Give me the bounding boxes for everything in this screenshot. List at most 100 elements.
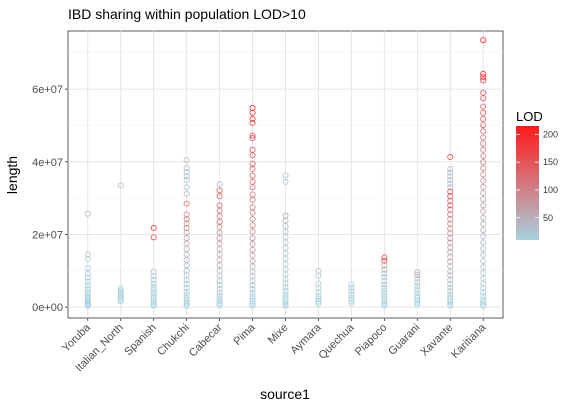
- data-point: [381, 291, 388, 298]
- data-point: [84, 270, 91, 277]
- data-point: [183, 200, 190, 207]
- data-point: [381, 262, 388, 269]
- data-point: [480, 220, 487, 227]
- data-point: [84, 285, 91, 292]
- data-point: [216, 187, 223, 194]
- data-point: [447, 299, 454, 306]
- data-point: [282, 288, 289, 295]
- data-point: [117, 182, 124, 189]
- data-point: [183, 299, 190, 306]
- data-point: [480, 177, 487, 184]
- x-tick-label: Spanish: [122, 322, 159, 359]
- data-point: [249, 216, 256, 223]
- data-point: [348, 281, 355, 288]
- data-point: [150, 283, 157, 290]
- data-point: [216, 193, 223, 200]
- data-point: [249, 160, 256, 167]
- data-point: [447, 280, 454, 287]
- data-point: [447, 220, 454, 227]
- data-point: [480, 289, 487, 296]
- data-point: [249, 146, 256, 153]
- data-point: [414, 279, 421, 286]
- data-point: [315, 267, 322, 274]
- data-point: [315, 285, 322, 292]
- data-point: [447, 202, 454, 209]
- data-point: [315, 296, 322, 303]
- data-point: [84, 292, 91, 299]
- data-point: [447, 188, 454, 195]
- data-point: [249, 235, 256, 242]
- data-point: [480, 122, 487, 129]
- y-axis: 0e+00 2e+07 4e+07 6e+07: [32, 84, 68, 314]
- y-tick-label: 0e+00: [32, 302, 63, 314]
- data-point: [282, 276, 289, 283]
- data-point: [282, 212, 289, 219]
- data-point: [216, 295, 223, 302]
- data-point: [480, 227, 487, 234]
- data-point: [216, 292, 223, 299]
- data-point: [414, 269, 421, 276]
- data-point: [447, 302, 454, 309]
- data-point: [447, 276, 454, 283]
- data-point: [447, 263, 454, 270]
- data-point: [480, 146, 487, 153]
- grid-layer: [68, 31, 503, 318]
- x-tick-label: Chukchi: [155, 322, 192, 359]
- data-point: [249, 286, 256, 293]
- data-point: [348, 291, 355, 298]
- data-point: [315, 280, 322, 287]
- data-point: [414, 283, 421, 290]
- data-point: [249, 300, 256, 307]
- data-point: [447, 166, 454, 173]
- data-point: [447, 272, 454, 279]
- data-point: [480, 165, 487, 172]
- data-point: [249, 289, 256, 296]
- data-point: [150, 224, 157, 231]
- data-point: [447, 206, 454, 213]
- data-point: [282, 280, 289, 287]
- data-point: [348, 295, 355, 302]
- data-point: [447, 169, 454, 176]
- data-point: [183, 295, 190, 302]
- data-point: [117, 291, 124, 298]
- data-point: [447, 284, 454, 291]
- data-point: [183, 156, 190, 163]
- data-point: [381, 266, 388, 273]
- data-point: [315, 300, 322, 307]
- data-point: [447, 154, 454, 161]
- data-point: [249, 252, 256, 259]
- data-point: [150, 299, 157, 306]
- data-point: [447, 268, 454, 275]
- data-point: [315, 293, 322, 300]
- data-point: [381, 302, 388, 309]
- data-point: [414, 286, 421, 293]
- data-point: [480, 269, 487, 276]
- data-point: [282, 302, 289, 309]
- data-point: [480, 171, 487, 178]
- data-point: [480, 109, 487, 116]
- data-point: [216, 218, 223, 225]
- x-tick-label: Pima: [231, 321, 258, 348]
- data-point: [150, 273, 157, 280]
- data-point: [480, 245, 487, 252]
- data-point: [480, 285, 487, 292]
- data-point: [249, 178, 256, 185]
- data-point: [480, 233, 487, 240]
- data-point: [249, 115, 256, 122]
- data-point: [480, 70, 487, 77]
- data-point: [480, 303, 487, 310]
- x-tick-label: Quechua: [316, 321, 357, 362]
- data-point: [216, 277, 223, 284]
- data-point: [249, 105, 256, 112]
- data-point: [282, 299, 289, 306]
- data-point: [150, 280, 157, 287]
- data-point: [381, 293, 388, 300]
- data-point: [183, 281, 190, 288]
- data-point: [150, 276, 157, 283]
- data-point: [183, 211, 190, 218]
- data-point: [414, 275, 421, 282]
- y-tick-label: 2e+07: [32, 229, 63, 241]
- legend-tick-label: 100: [543, 185, 558, 195]
- data-point: [447, 198, 454, 205]
